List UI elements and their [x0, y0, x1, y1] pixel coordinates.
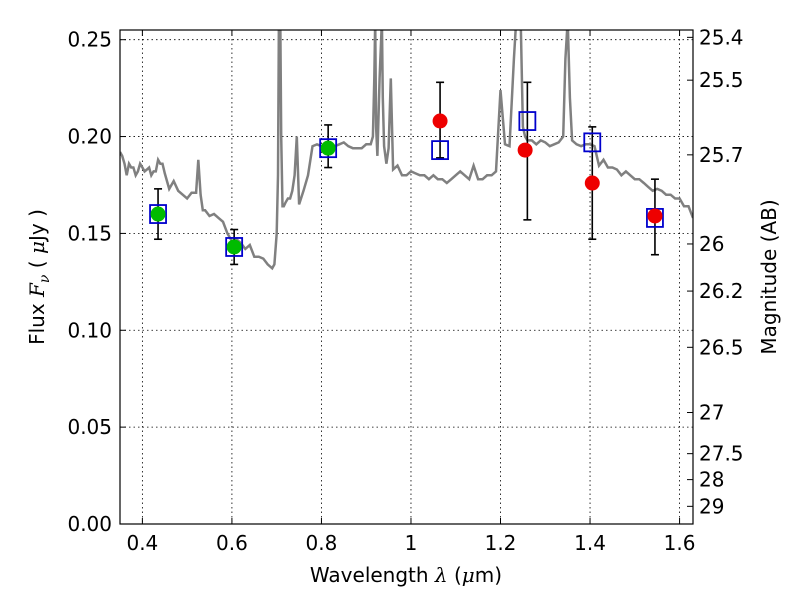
- photometry-square-marker: [518, 111, 537, 131]
- photometry-square-marker: [431, 140, 449, 161]
- photometry-circle-marker: [432, 113, 448, 129]
- x-tick-label: 0.4: [126, 531, 158, 555]
- y-tick-label: 0.10: [67, 318, 112, 342]
- mag-tick-label: 29: [699, 494, 724, 518]
- photometry-circle-marker: [647, 208, 663, 224]
- photometry-circle-marker: [517, 142, 533, 158]
- mag-tick-label: 27.5: [699, 442, 744, 466]
- x-tick-label: 1: [405, 531, 418, 555]
- photometry-square-marker: [225, 237, 244, 257]
- x-axis-label: Wavelength λ (μm): [310, 563, 502, 587]
- x-tick-label: 1.6: [664, 531, 696, 555]
- photometry-square-marker: [583, 132, 602, 153]
- y-axis-label: Flux Fν ( μJy ): [25, 209, 53, 345]
- mag-tick-label: 25.4: [699, 25, 744, 49]
- mag-tick-label: 27: [699, 401, 724, 425]
- photometry-square-marker: [319, 138, 338, 159]
- right-axis-label: Magnitude (AB): [757, 199, 781, 354]
- x-tick-label: 0.6: [216, 531, 248, 555]
- y-tick-label: 0.20: [67, 125, 112, 149]
- y-tick-label: 0.05: [67, 415, 112, 439]
- mag-tick-label: 25.7: [699, 143, 744, 167]
- y-tick-label: 0.15: [67, 221, 112, 245]
- plot-area: [120, 30, 693, 271]
- y-tick-label: 0.00: [67, 512, 112, 536]
- photometry-square-marker: [149, 204, 167, 224]
- plot-frame: [119, 29, 694, 525]
- photometry-circle-marker: [150, 206, 166, 222]
- x-tick-label: 1.4: [574, 531, 606, 555]
- mag-tick-label: 26.2: [699, 279, 744, 303]
- axis-ticks: 0.4 0.6 0.8 1 1.2 1.4 1.6 0.00 0.05 0.10 0.15 0.20 0…: [67, 25, 743, 555]
- mag-tick-label: 26: [699, 232, 724, 256]
- x-tick-label: 1.2: [485, 531, 517, 555]
- photometry-circle-marker: [320, 140, 336, 156]
- photometry-circle-marker: [226, 239, 242, 255]
- mag-tick-label: 25.5: [699, 68, 744, 92]
- markers: [149, 111, 664, 257]
- mag-tick-label: 28: [699, 468, 724, 492]
- x-tick-label: 0.8: [306, 531, 338, 555]
- mag-tick-label: 26.5: [699, 335, 744, 359]
- grid: [120, 30, 693, 525]
- model-spectrum-line: [120, 30, 693, 271]
- y-tick-label: 0.25: [67, 28, 112, 52]
- photometry-circle-marker: [584, 175, 600, 191]
